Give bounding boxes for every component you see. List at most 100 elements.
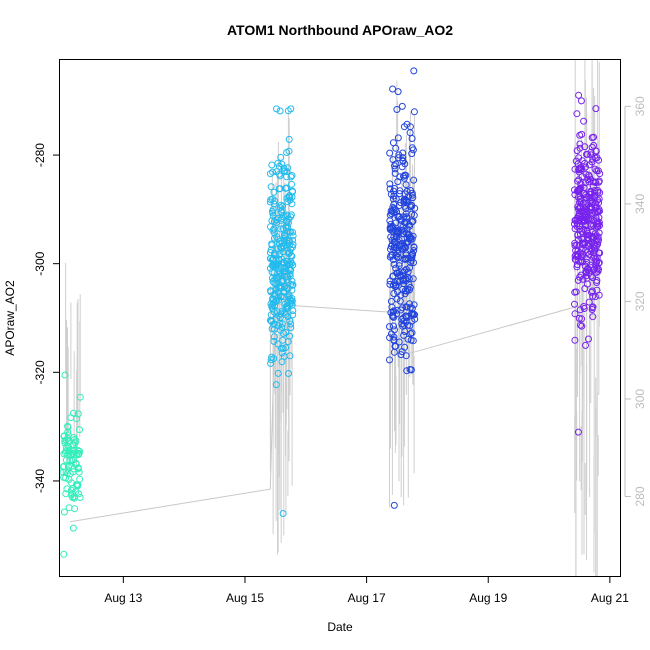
- data-point: [270, 225, 278, 233]
- data-point: [386, 356, 393, 364]
- data-point: [390, 322, 397, 330]
- data-point: [278, 323, 286, 331]
- data-point: [272, 280, 280, 288]
- data-point: [387, 297, 395, 305]
- data-point: [408, 191, 416, 199]
- data-point: [72, 459, 80, 467]
- data-point: [283, 302, 291, 310]
- data-point: [392, 195, 400, 203]
- data-point: [397, 306, 405, 314]
- data-point: [593, 279, 601, 286]
- data-point: [399, 276, 407, 284]
- data-point: [590, 141, 598, 149]
- data-point: [71, 505, 79, 513]
- data-point: [408, 144, 416, 152]
- data-point: [277, 310, 285, 318]
- plot-frame: [59, 59, 621, 577]
- data-point: [594, 187, 602, 194]
- series-2: [266, 105, 297, 517]
- data-point: [62, 490, 70, 498]
- data-point: [408, 252, 416, 260]
- y-tick-label: -300: [33, 251, 47, 275]
- x-axis-label: Date: [327, 620, 353, 634]
- data-point: [288, 281, 296, 289]
- data-point: [586, 261, 594, 269]
- chart-title: ATOM1 Northbound APOraw_AO2: [227, 22, 453, 38]
- data-point: [408, 135, 416, 142]
- data-point: [64, 428, 72, 436]
- data-point: [389, 139, 397, 147]
- data-point: [394, 88, 402, 96]
- data-point: [588, 228, 596, 236]
- data-point: [278, 284, 286, 292]
- data-point: [60, 550, 68, 558]
- y-right-tick-label: 300: [633, 389, 647, 409]
- data-point: [406, 123, 414, 131]
- data-point: [386, 226, 394, 234]
- data-point: [285, 370, 292, 377]
- data-point: [288, 277, 296, 285]
- data-point: [571, 186, 578, 194]
- data-point: [270, 229, 278, 237]
- data-point: [76, 393, 84, 401]
- data-point: [70, 494, 78, 502]
- data-point: [61, 371, 69, 379]
- data-point: [571, 165, 579, 173]
- data-point: [268, 268, 276, 276]
- data-point: [386, 253, 394, 261]
- data-point: [274, 235, 282, 243]
- data-point: [575, 186, 582, 194]
- data-point: [386, 323, 393, 331]
- y-axis-left: -340 -320 -300 -280: [33, 143, 60, 493]
- data-point: [398, 226, 406, 234]
- data-point: [66, 470, 74, 478]
- data-point: [275, 240, 283, 248]
- data-point: [580, 117, 588, 125]
- data-point: [574, 252, 582, 260]
- data-point: [582, 170, 590, 178]
- data-point: [581, 262, 589, 270]
- data-point: [402, 205, 410, 212]
- data-point: [587, 148, 595, 156]
- data-point: [394, 178, 402, 186]
- data-point: [272, 381, 280, 389]
- data-point: [588, 288, 595, 296]
- data-point: [285, 250, 293, 258]
- y-tick-label: -340: [33, 469, 47, 493]
- plot-area: [59, 60, 604, 576]
- data-point: [277, 153, 285, 161]
- data-point: [578, 130, 586, 138]
- data-point: [588, 158, 596, 166]
- data-point: [391, 206, 399, 214]
- data-point: [582, 163, 589, 171]
- data-point: [594, 208, 602, 216]
- data-point: [590, 133, 598, 141]
- data-point: [390, 333, 398, 341]
- data-point: [386, 185, 394, 193]
- data-point: [575, 222, 583, 230]
- data-point: [596, 189, 604, 197]
- data-point: [394, 227, 402, 234]
- data-point: [409, 251, 417, 259]
- data-point: [587, 175, 594, 183]
- data-point: [577, 195, 585, 203]
- data-point: [595, 178, 603, 186]
- data-point: [395, 242, 403, 250]
- data-point: [74, 481, 82, 489]
- data-point: [408, 218, 416, 226]
- y-tick-label: -320: [33, 360, 47, 384]
- data-point: [571, 239, 579, 247]
- data-point: [405, 280, 413, 288]
- data-point: [389, 85, 397, 93]
- data-point: [267, 288, 275, 296]
- data-point: [386, 277, 394, 285]
- data-point: [389, 311, 397, 319]
- data-point: [400, 331, 408, 339]
- data-point: [387, 220, 395, 228]
- data-point: [407, 203, 415, 211]
- data-point: [390, 290, 398, 297]
- data-point: [268, 240, 276, 248]
- data-point: [64, 451, 72, 458]
- data-point: [571, 288, 579, 296]
